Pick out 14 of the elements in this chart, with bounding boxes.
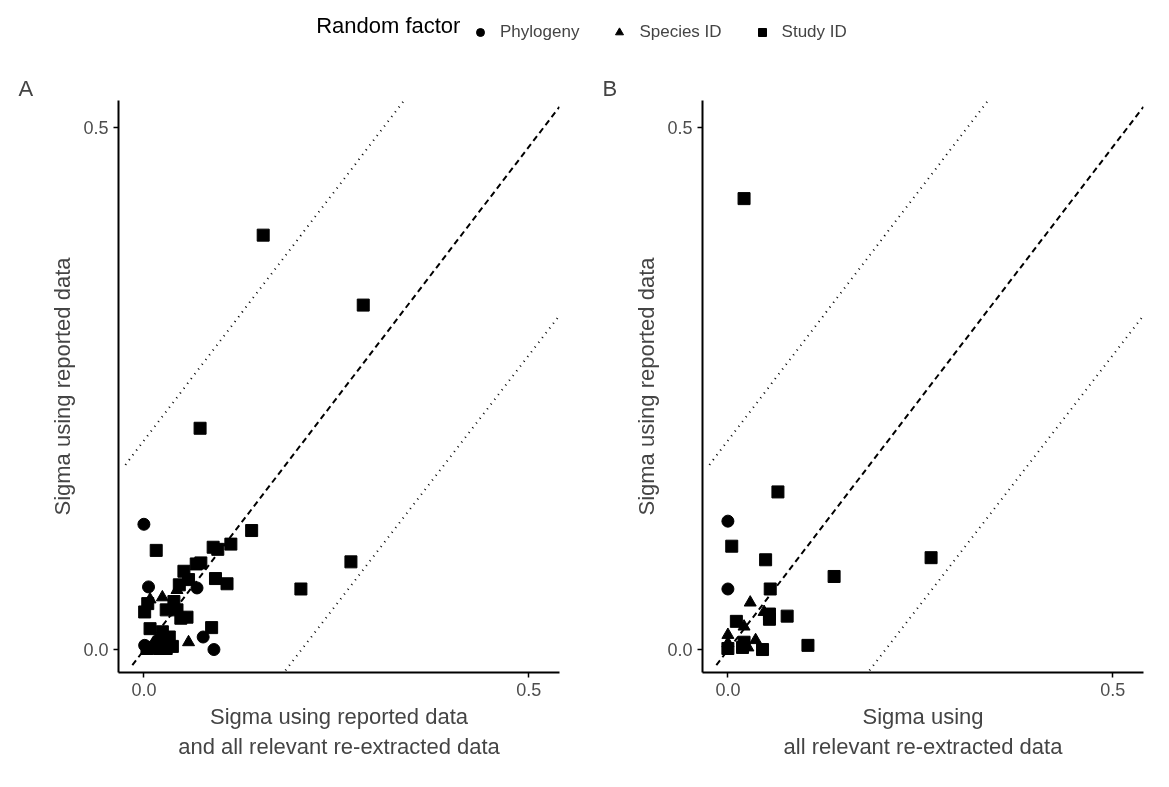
chart-title: B bbox=[602, 75, 618, 101]
x-tick-label: 0.5 bbox=[1100, 679, 1126, 700]
legend-label: Species ID bbox=[639, 22, 722, 42]
x-tick-label: 0.5 bbox=[516, 679, 542, 700]
legend-label: Phylogeny bbox=[500, 22, 580, 42]
legend-label: Study ID bbox=[781, 22, 847, 42]
y-axis-title: Sigma using reported data bbox=[634, 256, 660, 516]
legend-title: Random factor bbox=[316, 13, 461, 38]
x-axis-title: Sigma using all relevant re-extracted data bbox=[783, 703, 1064, 759]
x-tick-label: 0.0 bbox=[715, 679, 741, 700]
x-axis-title: Sigma using reported data and all relevant re-extracted data bbox=[178, 703, 501, 759]
y-axis-title: Sigma using reported data bbox=[50, 256, 76, 516]
chart-title: A bbox=[18, 75, 34, 101]
x-tick-label: 0.0 bbox=[131, 679, 157, 700]
